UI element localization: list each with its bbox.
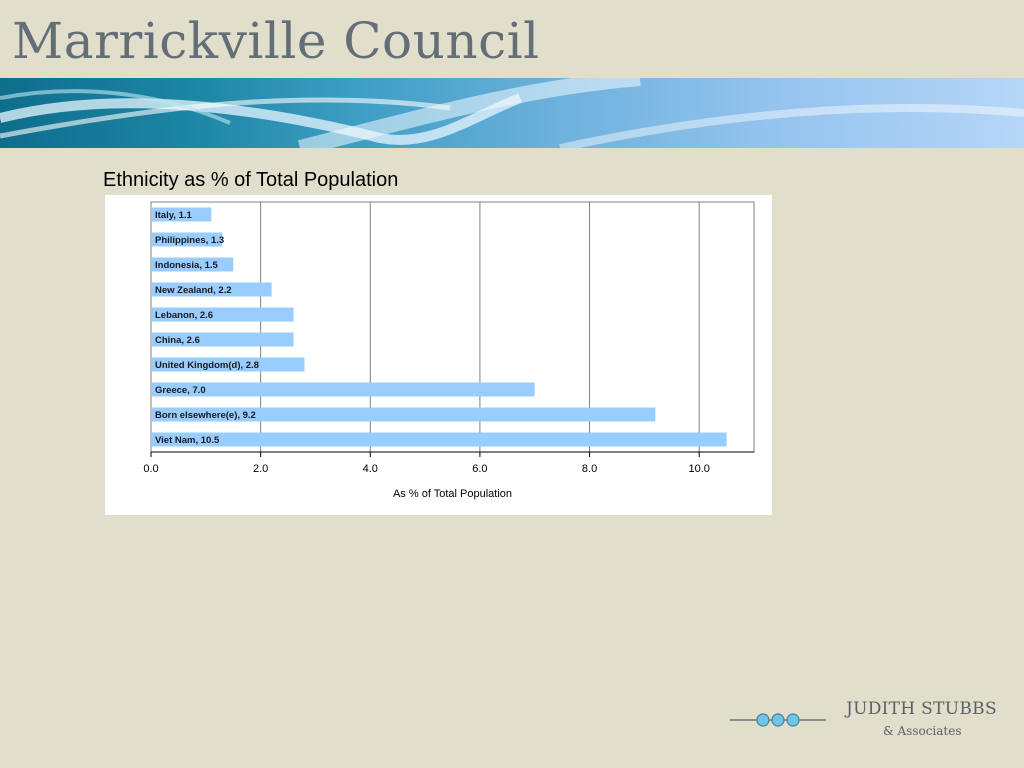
bar-china — [152, 332, 294, 347]
bar-viet-nam — [152, 432, 727, 447]
bar-data-label: Italy, 1.1 — [155, 210, 193, 221]
x-tick-label: 2.0 — [253, 463, 268, 475]
bar-new-zealand — [152, 282, 272, 297]
banner-swoosh-graphic — [0, 78, 1024, 148]
x-tick-label: 0.0 — [143, 463, 158, 475]
bar-data-label: Born elsewhere(e), 9.2 — [155, 410, 256, 421]
bar-italy — [152, 207, 212, 222]
bar-united-kingdom-d- — [152, 357, 305, 372]
logo-name: JUDITH STUBBS — [846, 699, 997, 719]
logo-circles-icon — [730, 713, 826, 727]
bar-data-label: Indonesia, 1.5 — [155, 260, 219, 271]
x-tick-label: 6.0 — [472, 463, 487, 475]
bar-data-label: Philippines, 1.3 — [155, 235, 224, 246]
chart-title: Ethnicity as % of Total Population — [103, 169, 399, 191]
logo-subtitle: & Associates — [883, 724, 962, 738]
x-tick-label: 8.0 — [582, 463, 597, 475]
bar-data-label: Viet Nam, 10.5 — [155, 435, 220, 446]
bar-data-label: Greece, 7.0 — [155, 385, 206, 396]
bar-born-elsewhere-e- — [152, 407, 656, 422]
bar-greece — [152, 382, 535, 397]
x-axis-title: As % of Total Population — [393, 488, 512, 500]
bar-philippines — [152, 232, 223, 247]
bar-data-label: China, 2.6 — [155, 335, 200, 346]
bar-lebanon — [152, 307, 294, 322]
bar-chart: 0.0 2.0 4.0 6.0 8.0 10.0 Italy, 1.1 Philippines… — [143, 201, 755, 500]
footer-logo: JUDITH STUBBS & Associates — [728, 696, 1008, 746]
bar-data-label: United Kingdom(d), 2.8 — [155, 360, 259, 371]
bar-data-label: New Zealand, 2.2 — [155, 285, 232, 296]
chart-panel: 0.0 2.0 4.0 6.0 8.0 10.0 Italy, 1.1 Philippines… — [105, 195, 772, 515]
header-banner — [0, 78, 1024, 148]
bar-indonesia — [152, 257, 234, 272]
x-tick-label: 10.0 — [688, 463, 709, 475]
bar-data-label: Lebanon, 2.6 — [155, 310, 213, 321]
council-title: Marrickville Council — [12, 12, 540, 70]
x-tick-label: 4.0 — [363, 463, 378, 475]
